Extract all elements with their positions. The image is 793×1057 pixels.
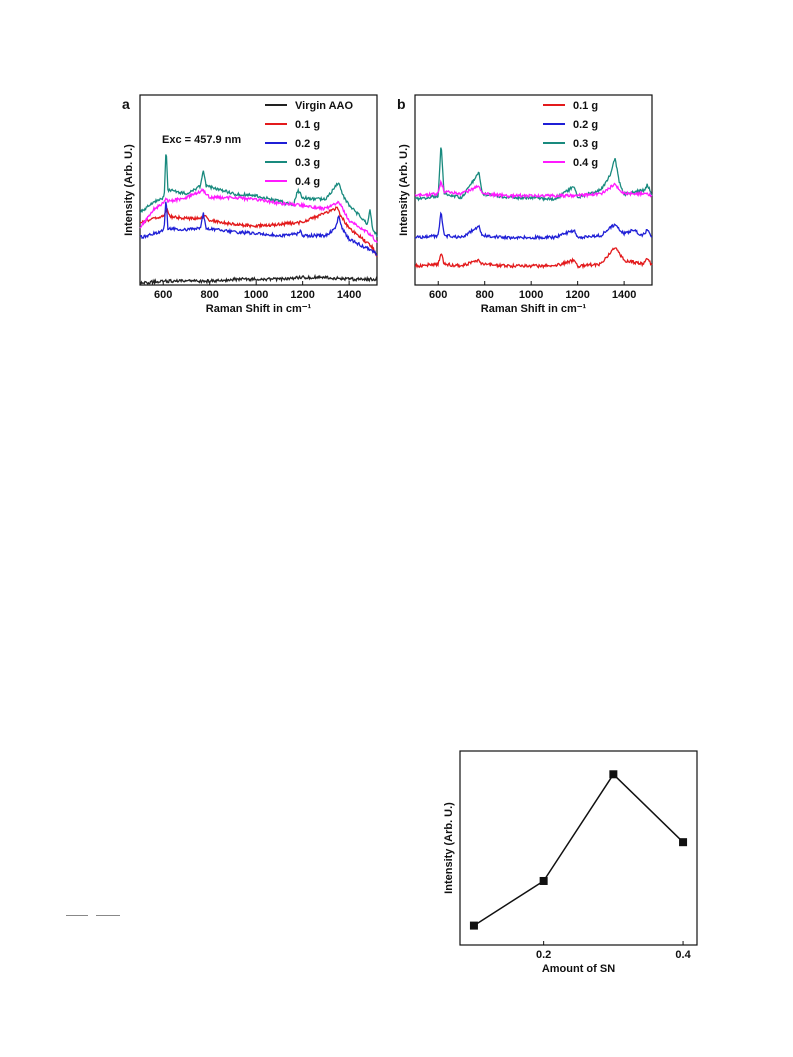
series-line (139, 201, 378, 256)
legend-label: 0.4 g (295, 176, 320, 188)
x-tick-label: 800 (201, 289, 219, 301)
x-tick-label: 1400 (337, 289, 361, 301)
series-line (473, 773, 684, 927)
y-axis-label: Intensity (Arb. U.) (443, 802, 455, 894)
x-tick-label: 1200 (565, 289, 589, 301)
y-axis-label: Intensity (Arb. U.) (123, 144, 135, 236)
series-line (139, 206, 378, 257)
data-point (609, 770, 618, 779)
x-tick-label: 1400 (612, 289, 636, 301)
panel-letter: a (122, 96, 130, 112)
stray-mark (96, 915, 120, 916)
series-line (139, 187, 378, 243)
raman-spectra-panel-a: a 600 800 1000 1200 1400 Raman Shift in cm⁻¹ In… (115, 85, 385, 325)
x-tick-label: 1000 (519, 289, 543, 301)
x-tick-label: 1200 (290, 289, 314, 301)
y-axis-label: Intensity (Arb. U.) (398, 144, 410, 236)
x-axis-label: Raman Shift in cm⁻¹ (481, 303, 587, 315)
x-tick-label: 800 (476, 289, 494, 301)
chart-a-svg: a 600 800 1000 1200 1400 Raman Shift in cm⁻¹ In… (122, 94, 378, 315)
legend-label: 0.1 g (573, 100, 598, 112)
legend-label: 0.3 g (573, 138, 598, 150)
series-line (414, 211, 653, 241)
data-point (679, 838, 688, 847)
series-line (139, 154, 378, 238)
legend-label: 0.2 g (295, 138, 320, 150)
x-tick-label: 0.4 (675, 949, 691, 961)
x-axis-label: Raman Shift in cm⁻¹ (206, 303, 312, 315)
stray-mark (66, 915, 88, 916)
data-point (469, 921, 478, 930)
chart-b-svg: b 600 800 1000 1200 1400 Raman Shift in cm⁻¹ In… (397, 94, 653, 315)
legend-label: 0.2 g (573, 119, 598, 131)
x-tick-label: 0.2 (536, 949, 551, 961)
series-line (414, 179, 653, 200)
data-point (539, 876, 548, 885)
legend-label: Virgin AAO (295, 100, 354, 112)
plot-frame (139, 94, 378, 286)
legend-label: 0.4 g (573, 157, 598, 169)
x-axis-label: Amount of SN (542, 963, 615, 975)
legend-label: 0.1 g (295, 119, 320, 131)
series-line (139, 273, 378, 286)
plot-frame (414, 94, 653, 286)
series-line (415, 247, 653, 270)
legend-label: 0.3 g (295, 157, 320, 169)
excitation-annotation: Exc = 457.9 nm (162, 134, 241, 146)
panel-letter: b (397, 96, 406, 112)
x-tick-label: 1000 (244, 289, 268, 301)
plot-frame (459, 750, 698, 946)
x-tick-label: 600 (154, 289, 172, 301)
chart-c-svg: 0.2 0.4 Amount of SN Intensity (Arb. U.) (443, 750, 698, 975)
raman-spectra-panel-b: b 600 800 1000 1200 1400 Raman Shift in cm⁻¹ In… (390, 85, 660, 325)
intensity-vs-amount-panel: 0.2 0.4 Amount of SN Intensity (Arb. U.) (435, 745, 705, 985)
x-tick-label: 600 (429, 289, 447, 301)
